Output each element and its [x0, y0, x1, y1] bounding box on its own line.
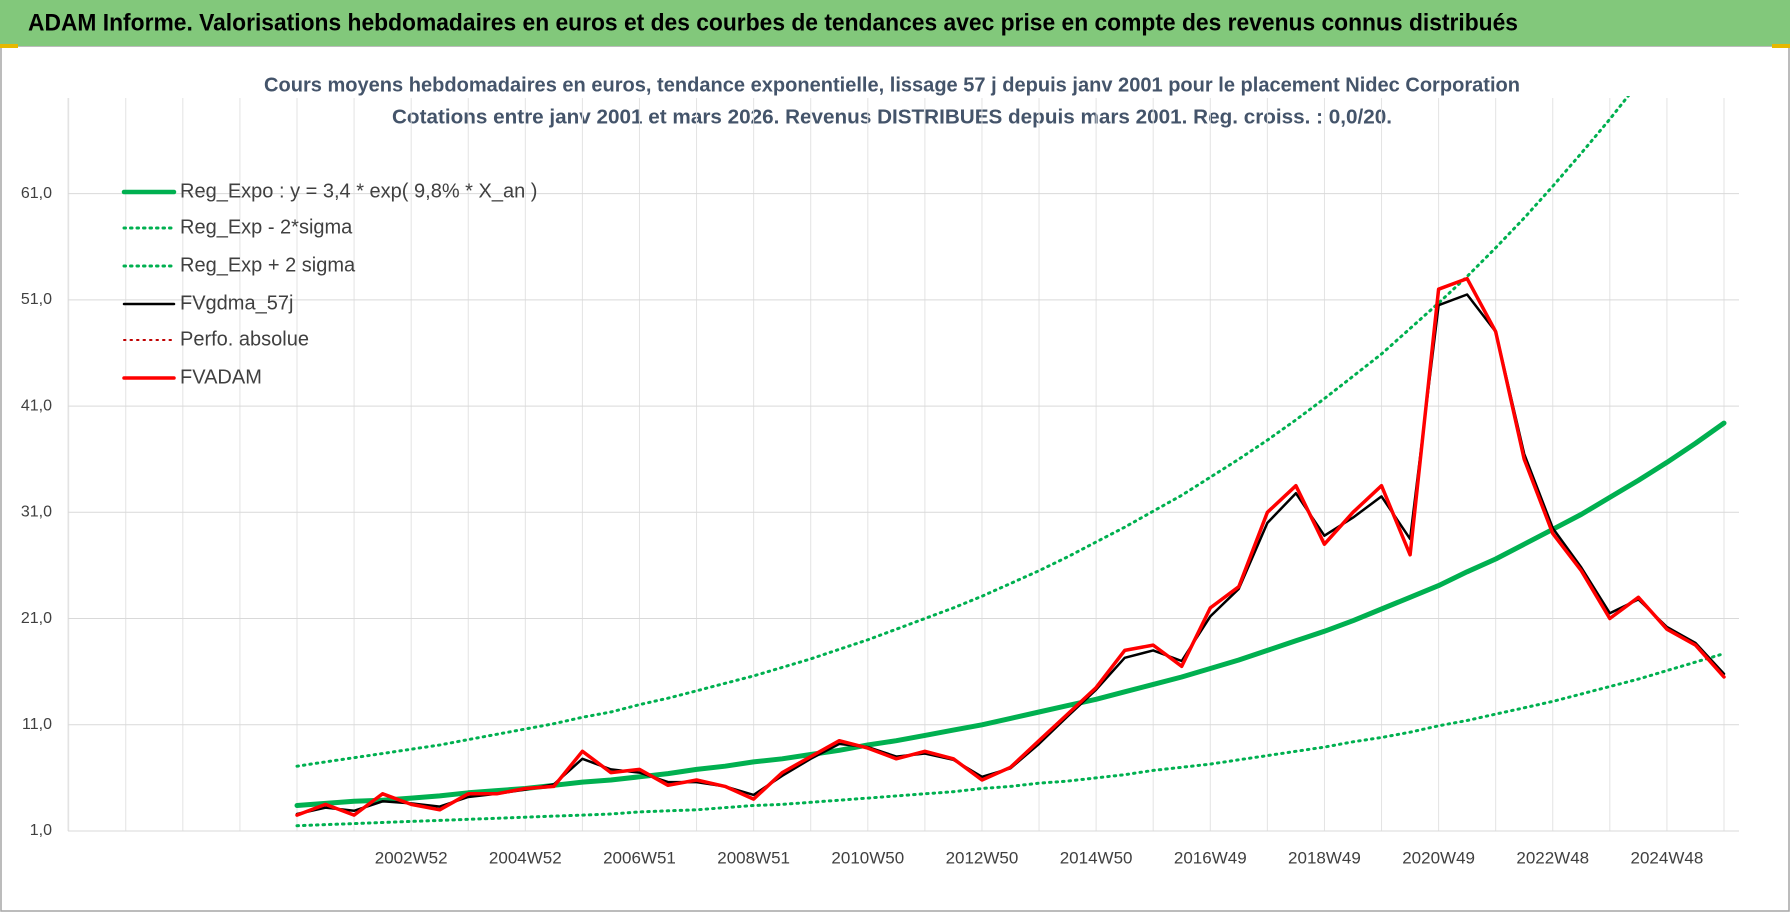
x-tick-label: 2020W49	[1402, 848, 1475, 867]
y-tick-label: 41,0	[21, 397, 52, 414]
y-tick-label: 61,0	[21, 185, 52, 202]
grid: 1,0 11,0 21,0 31,0 41,0 51,0 61,0 2002W52 2004W5…	[21, 98, 1739, 867]
x-tick-label: 2006W51	[603, 848, 676, 867]
y-tick-label: 31,0	[21, 504, 52, 521]
x-tick-label: 2018W49	[1288, 848, 1361, 867]
x-tick-label: 2004W52	[489, 848, 562, 867]
series-line	[295, 276, 1726, 817]
legend-label: Perfo. absolue	[180, 328, 309, 350]
legend-label: FVADAM	[180, 366, 262, 388]
x-tick-label: 2008W51	[717, 848, 790, 867]
legend-label: Reg_Exp + 2 sigma	[180, 254, 356, 276]
x-tick-label: 2012W50	[946, 848, 1019, 867]
series-line	[295, 652, 1726, 828]
legend-label: FVgdma_57j	[180, 292, 293, 314]
x-tick-label: 2010W50	[831, 848, 904, 867]
legend-label: Reg_Exp - 2*sigma	[180, 216, 353, 238]
y-tick-label: 11,0	[22, 716, 52, 733]
x-tick-label: 2024W48	[1631, 848, 1704, 867]
chart-subtitle: Cotations entre janv 2001 et mars 2026. …	[392, 106, 1392, 128]
plot-lines	[294, 96, 1727, 828]
legend-label: Reg_Expo : y = 3,4 * exp( 9,8% * X_an )	[180, 180, 537, 202]
corner-mark	[0, 44, 18, 48]
x-tick-label: 2014W50	[1060, 848, 1133, 867]
chart-title: Cours moyens hebdomadaires en euros, ten…	[264, 74, 1520, 96]
header-bar	[0, 0, 1790, 46]
legend: Reg_Expo : y = 3,4 * exp( 9,8% * X_an ) R…	[121, 180, 537, 388]
y-tick-label: 51,0	[21, 291, 52, 308]
series-line	[295, 96, 1631, 768]
y-tick-label: 1,0	[30, 822, 52, 839]
corner-mark	[1772, 44, 1790, 48]
header-title: ADAM Informe. Valorisations hebdomadaire…	[28, 9, 1518, 36]
x-tick-label: 2002W52	[375, 848, 448, 867]
x-tick-label: 2022W48	[1516, 848, 1589, 867]
y-tick-label: 21,0	[21, 610, 52, 627]
x-tick-label: 2016W49	[1174, 848, 1247, 867]
